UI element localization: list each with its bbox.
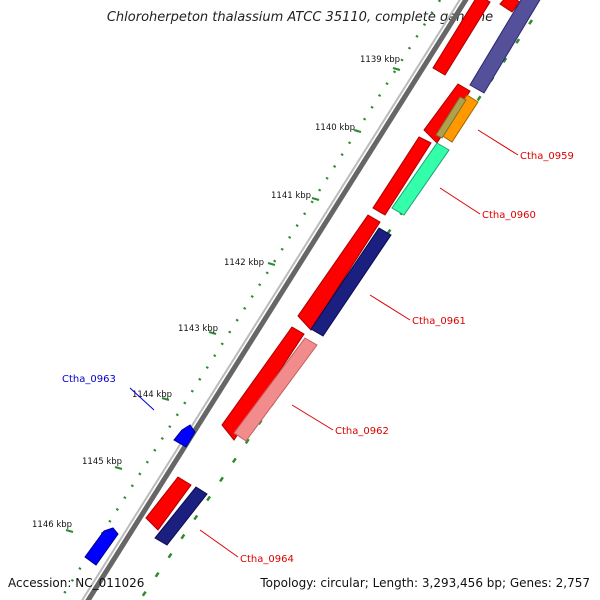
cds-feature[interactable] bbox=[310, 227, 392, 337]
cds-feature[interactable] bbox=[372, 136, 432, 216]
svg-text:1140 kbp: 1140 kbp bbox=[315, 123, 355, 133]
map-title: Chloroherpeton thalassium ATCC 35110, co… bbox=[106, 10, 494, 25]
backbone-shadow bbox=[85, 0, 469, 600]
svg-text:1139 kbp: 1139 kbp bbox=[360, 55, 400, 65]
gene-label-ctha-0960[interactable]: Ctha_0960 bbox=[439, 187, 536, 221]
tick-1140: 1140 kbp bbox=[315, 123, 362, 133]
cds-feature-ctha-0963[interactable] bbox=[173, 424, 196, 448]
blue-features bbox=[84, 424, 196, 566]
tick-1143: 1143 kbp bbox=[178, 324, 218, 335]
svg-text:Ctha_0961: Ctha_0961 bbox=[412, 316, 466, 327]
svg-text:1146 kbp: 1146 kbp bbox=[32, 520, 72, 530]
genome-summary: Topology: circular; Length: 3,293,456 bp… bbox=[260, 576, 590, 590]
cds-feature[interactable] bbox=[221, 326, 305, 441]
svg-text:1142 kbp: 1142 kbp bbox=[224, 258, 264, 268]
svg-text:1143 kbp: 1143 kbp bbox=[178, 324, 218, 334]
cds-feature[interactable] bbox=[154, 486, 208, 546]
svg-text:Ctha_0962: Ctha_0962 bbox=[335, 426, 389, 437]
cds-feature[interactable] bbox=[297, 214, 381, 331]
svg-text:Ctha_0959: Ctha_0959 bbox=[520, 151, 574, 162]
tick-1139: 1139 kbp bbox=[360, 55, 401, 71]
cds-track-red bbox=[145, 0, 521, 531]
svg-text:Ctha_0964: Ctha_0964 bbox=[240, 554, 294, 565]
cds-feature[interactable] bbox=[499, 0, 521, 13]
svg-text:1145 kbp: 1145 kbp bbox=[82, 457, 122, 467]
gene-label-ctha-0964[interactable]: Ctha_0964 bbox=[199, 529, 294, 565]
cds-feature[interactable] bbox=[469, 0, 541, 94]
gene-label-ctha-0959[interactable]: Ctha_0959 bbox=[477, 129, 574, 162]
tick-1145: 1145 kbp bbox=[82, 457, 123, 470]
svg-text:1144 kbp: 1144 kbp bbox=[132, 390, 172, 400]
cds-feature[interactable] bbox=[432, 0, 491, 76]
tick-1142: 1142 kbp bbox=[224, 258, 276, 268]
gene-label-ctha-0961[interactable]: Ctha_0961 bbox=[369, 294, 466, 327]
cds-track-colored bbox=[154, 0, 541, 546]
tick-1146: 1146 kbp bbox=[32, 520, 74, 533]
cds-feature[interactable] bbox=[84, 527, 119, 566]
cds-feature[interactable] bbox=[233, 337, 318, 442]
svg-text:Ctha_0960: Ctha_0960 bbox=[482, 210, 536, 221]
tick-1144: 1144 kbp bbox=[132, 390, 172, 401]
svg-text:1141 kbp: 1141 kbp bbox=[271, 191, 311, 201]
backbone-line bbox=[81, 0, 461, 600]
svg-text:Ctha_0963: Ctha_0963 bbox=[62, 374, 116, 385]
accession-label: Accession: NC_011026 bbox=[8, 576, 145, 590]
cds-feature[interactable] bbox=[435, 96, 467, 139]
cds-feature[interactable] bbox=[145, 476, 192, 531]
gene-label-ctha-0962[interactable]: Ctha_0962 bbox=[291, 404, 389, 437]
gene-label-ctha-0963[interactable]: Ctha_0963 bbox=[62, 374, 155, 411]
outer-coordinate-ring bbox=[58, 0, 442, 600]
tick-1141: 1141 kbp bbox=[271, 191, 320, 201]
cds-feature[interactable] bbox=[391, 142, 450, 216]
